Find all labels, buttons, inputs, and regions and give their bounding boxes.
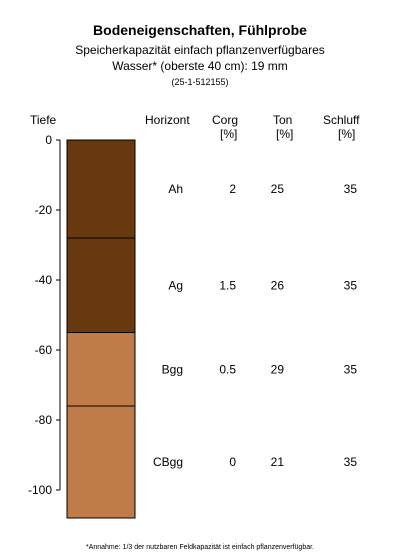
depth-tick-label-4: -80 <box>35 413 53 427</box>
ton-header: Ton <box>273 113 293 127</box>
row-1-horizon: Ag <box>168 278 183 292</box>
row-2-ton: 29 <box>271 362 285 376</box>
depth-tick-label-1: -20 <box>35 203 53 217</box>
schluff-unit: [%] <box>338 127 356 141</box>
corg-header: Corg <box>212 113 239 127</box>
depth-tick-label-2: -40 <box>35 273 53 287</box>
row-3-horizon: CBgg <box>153 455 183 469</box>
row-0-schluff: 35 <box>344 182 358 196</box>
row-3-ton: 21 <box>271 455 285 469</box>
row-0-corg: 2 <box>229 182 236 196</box>
horizon-bar-0 <box>66 139 136 239</box>
row-2-horizon: Bgg <box>162 362 183 376</box>
depth-axis-label: Tiefe <box>30 113 57 127</box>
horizon-bar-2 <box>66 332 136 407</box>
horizon-bar-1 <box>66 237 136 333</box>
depth-tick-label-5: -100 <box>28 483 52 497</box>
chart-subtitle-line1: Speicherkapazität einfach pflanzenverfüg… <box>75 43 325 57</box>
sample-id: (25-1-512155) <box>171 77 229 87</box>
horizon-header: Horizont <box>145 113 190 127</box>
schluff-header: Schluff <box>323 113 360 127</box>
row-2-corg: 0.5 <box>219 362 236 376</box>
row-0-horizon: Ah <box>168 182 183 196</box>
corg-unit: [%] <box>220 127 238 141</box>
chart-title: Bodeneigenschaften, Fühlprobe <box>93 22 307 38</box>
row-1-schluff: 35 <box>344 278 358 292</box>
horizon-bar-3 <box>66 405 136 519</box>
row-3-schluff: 35 <box>344 455 358 469</box>
footnote: *Annahme: 1/3 der nutzbaren Feldkapazitä… <box>85 544 315 551</box>
depth-tick-label-3: -60 <box>35 343 53 357</box>
chart-subtitle-line2: Wasser* (oberste 40 cm): 19 mm <box>112 59 288 73</box>
row-3-corg: 0 <box>229 455 236 469</box>
row-1-ton: 26 <box>271 278 285 292</box>
row-2-schluff: 35 <box>344 362 358 376</box>
depth-tick-label-0: 0 <box>45 133 52 147</box>
row-1-corg: 1.5 <box>219 278 236 292</box>
ton-unit: [%] <box>276 127 294 141</box>
row-0-ton: 25 <box>271 182 285 196</box>
